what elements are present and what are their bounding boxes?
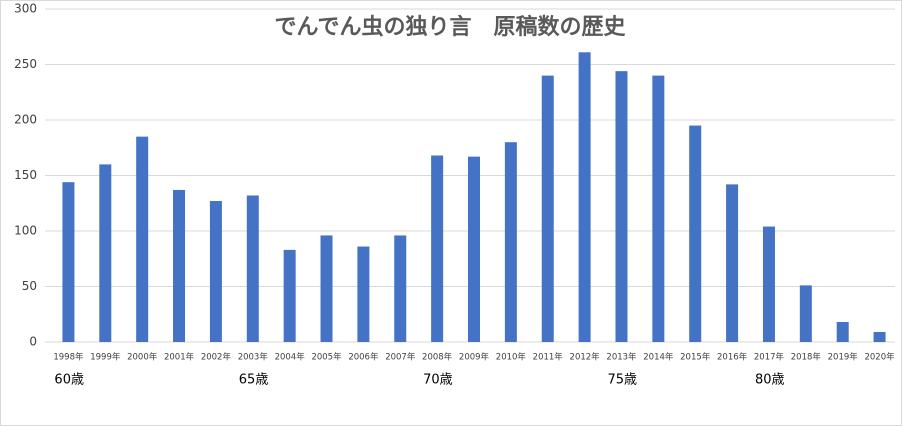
y-tick-label: 0 (29, 335, 37, 349)
bar (504, 142, 517, 342)
bar (578, 52, 591, 342)
x-tick-label: 2009年 (459, 352, 490, 363)
bar (283, 249, 296, 342)
x-tick-label: 2003年 (238, 352, 269, 363)
bar (431, 155, 444, 342)
x-tick-label: 2010年 (496, 352, 527, 363)
bar (873, 332, 886, 342)
x-tick-label: 2018年 (791, 352, 822, 363)
chart-title: でんでん虫の独り言 原稿数の歴史 (275, 14, 627, 40)
y-tick-label: 300 (14, 2, 37, 16)
x-tick-label: 2017年 (754, 352, 785, 363)
x-tick-label: 2014年 (643, 352, 674, 363)
x-tick-label: 2008年 (422, 352, 453, 363)
age-annotation: 60歳 (54, 373, 84, 388)
bar (136, 136, 149, 342)
bar (468, 156, 480, 342)
x-tick-label: 2011年 (533, 352, 564, 363)
bar (173, 189, 186, 342)
y-tick-label: 100 (14, 224, 37, 238)
x-tick-label: 2016年 (717, 352, 748, 363)
bar (62, 182, 75, 342)
y-tick-label: 250 (14, 57, 37, 71)
x-tick-label: 2007年 (385, 352, 416, 363)
age-annotation: 65歳 (239, 373, 269, 388)
bar (394, 235, 407, 342)
age-annotation: 75歳 (607, 373, 637, 388)
bar (689, 125, 702, 342)
age-annotation: 80歳 (755, 373, 785, 388)
y-tick-label: 150 (14, 168, 37, 182)
x-tick-label: 2000年 (127, 352, 158, 363)
bar (652, 75, 665, 342)
bar (209, 201, 222, 342)
x-tick-label: 2012年 (570, 352, 601, 363)
x-tick-label: 2006年 (348, 352, 379, 363)
y-tick-label: 200 (14, 113, 37, 127)
bar (799, 285, 812, 342)
x-tick-label: 2005年 (311, 352, 342, 363)
bar (320, 235, 333, 342)
bar (357, 246, 370, 342)
x-tick-label: 2020年 (864, 352, 895, 363)
x-tick-label: 2004年 (275, 352, 306, 363)
bar (615, 71, 628, 342)
x-tick-label: 2019年 (828, 352, 859, 363)
bar (836, 322, 849, 342)
bar (99, 164, 112, 342)
bar (726, 184, 739, 342)
x-tick-label: 2002年 (201, 352, 232, 363)
age-annotation: 70歳 (423, 373, 453, 388)
bar (762, 226, 775, 342)
bar (541, 75, 554, 342)
x-tick-label: 2015年 (680, 352, 711, 363)
y-tick-label: 50 (22, 279, 37, 293)
x-tick-label: 2013年 (606, 352, 637, 363)
x-tick-label: 2001年 (164, 352, 195, 363)
bar (246, 195, 259, 342)
x-tick-label: 1998年 (53, 352, 84, 363)
x-tick-label: 1999年 (90, 352, 121, 363)
